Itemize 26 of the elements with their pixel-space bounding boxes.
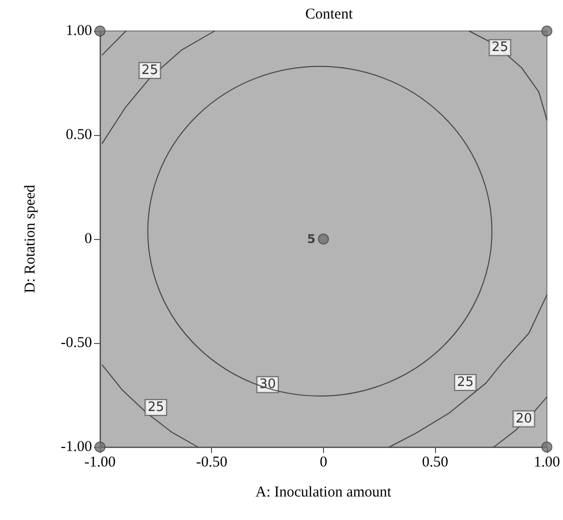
point	[318, 234, 329, 244]
y-tick-label: 0	[84, 231, 92, 247]
line-series	[102, 30, 216, 144]
line-series	[102, 364, 198, 448]
annotation: 25	[492, 40, 508, 56]
y-axis-title: D: Rotation speed	[22, 184, 38, 294]
x-tick-label: -1.00	[84, 454, 116, 470]
x-tick-label: 0	[320, 454, 328, 470]
line-series	[388, 294, 548, 448]
y-tick-label: -1.00	[60, 439, 92, 455]
annotation: 5	[307, 232, 316, 246]
point	[541, 26, 552, 36]
x-tick-label: 1.00	[534, 454, 560, 470]
x-tick-label: 0.50	[422, 454, 448, 470]
chart-title: Content	[305, 6, 354, 22]
annotation: 20	[516, 411, 532, 426]
x-tick-label: -0.50	[196, 454, 228, 470]
line-series	[468, 30, 548, 121]
y-tick-label: 0.50	[66, 127, 92, 143]
y-tick-label: 1.00	[66, 23, 92, 39]
y-tick-label: -0.50	[60, 335, 92, 351]
annotation: 25	[457, 375, 474, 390]
annotation: 25	[148, 400, 164, 415]
annotation: 25	[142, 63, 158, 78]
line-series	[493, 396, 548, 448]
x-axis-title: A: Inoculation amount	[256, 484, 392, 500]
